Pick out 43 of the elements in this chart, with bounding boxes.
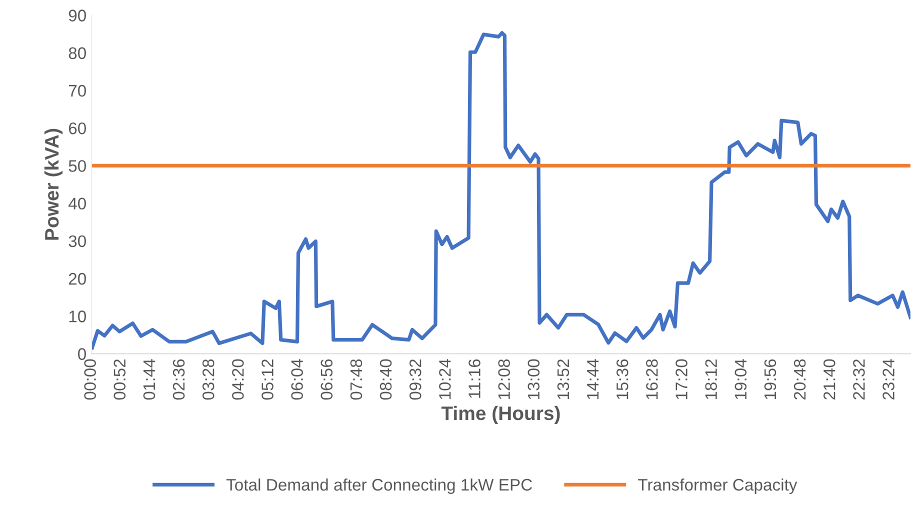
x-tick-label: 23:24	[882, 359, 894, 400]
x-tick-label: 13:00	[528, 359, 540, 400]
x-tick-label: 21:40	[823, 359, 836, 400]
x-tick-label: 02:36	[172, 359, 185, 400]
y-tick-label: 40	[68, 198, 86, 210]
x-tick-label: 14:44	[587, 359, 599, 400]
y-tick-label: 70	[68, 84, 86, 97]
x-tick-label: 11:16	[468, 359, 480, 398]
y-axis-title: Power (kVA)	[44, 128, 63, 240]
x-tick-label: 04:20	[232, 359, 244, 400]
y-tick-label: 0	[78, 348, 86, 360]
x-tick-label: 20:48	[794, 359, 806, 400]
y-tick-label: 80	[68, 47, 86, 60]
y-tick-label: 20	[68, 272, 86, 285]
x-tick-label: 05:12	[262, 359, 274, 400]
x-tick-label: 00:00	[84, 359, 96, 400]
x-tick-label: 00:52	[114, 359, 126, 400]
line-series	[92, 31, 910, 350]
x-tick-label: 10:24	[439, 359, 451, 400]
x-tick-label: 15:36	[616, 359, 628, 400]
x-tick-label: 08:40	[380, 359, 392, 400]
y-tick-label: 10	[69, 310, 86, 322]
x-tick-label: 17:20	[676, 359, 688, 400]
y-tick-label: 60	[68, 122, 86, 134]
x-axis-title: Time (Hours)	[441, 406, 560, 424]
x-tick-label: 01:44	[143, 359, 156, 400]
x-tick-label: 06:56	[320, 359, 333, 400]
legend-label: Total Demand after Connecting 1kW EPC	[226, 478, 532, 494]
legend-label: Transformer Capacity	[638, 478, 798, 494]
x-tick-label: 06:04	[291, 359, 303, 400]
x-tick-label: 19:56	[764, 359, 776, 400]
y-tick-label: 30	[68, 235, 86, 248]
x-tick-label: 22:32	[853, 359, 865, 400]
x-tick-label: 09:32	[409, 359, 422, 400]
x-tick-label: 12:08	[498, 359, 510, 400]
x-tick-label: 07:48	[350, 359, 362, 400]
y-tick-label: 50	[68, 160, 86, 172]
x-tick-label: 19:04	[734, 359, 747, 400]
x-tick-label: 03:28	[202, 359, 214, 400]
x-tick-label: 16:28	[646, 359, 658, 400]
x-tick-label: 18:12	[705, 359, 717, 400]
y-tick-label: 90	[68, 10, 86, 22]
x-tick-label: 13:52	[557, 359, 570, 400]
